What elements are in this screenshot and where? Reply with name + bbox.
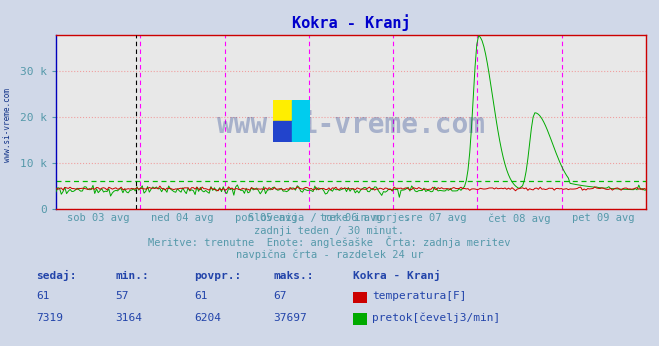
Text: Meritve: trenutne  Enote: anglešaške  Črta: zadnja meritev: Meritve: trenutne Enote: anglešaške Črta… bbox=[148, 236, 511, 248]
Text: Slovenija / reke in morje.: Slovenija / reke in morje. bbox=[248, 213, 411, 224]
Bar bbox=[291, 100, 310, 121]
Text: 6204: 6204 bbox=[194, 313, 221, 323]
Bar bbox=[291, 121, 310, 142]
Text: 7319: 7319 bbox=[36, 313, 63, 323]
Text: 57: 57 bbox=[115, 291, 129, 301]
Title: Kokra - Kranj: Kokra - Kranj bbox=[291, 14, 411, 31]
Text: temperatura[F]: temperatura[F] bbox=[372, 291, 467, 301]
Text: navpična črta - razdelek 24 ur: navpična črta - razdelek 24 ur bbox=[236, 249, 423, 260]
Text: povpr.:: povpr.: bbox=[194, 271, 242, 281]
Text: 61: 61 bbox=[36, 291, 49, 301]
Text: min.:: min.: bbox=[115, 271, 149, 281]
Bar bbox=[273, 100, 291, 121]
Text: www.si-vreme.com: www.si-vreme.com bbox=[3, 88, 13, 162]
Text: 61: 61 bbox=[194, 291, 208, 301]
Bar bbox=[273, 121, 291, 142]
Text: 3164: 3164 bbox=[115, 313, 142, 323]
Text: zadnji teden / 30 minut.: zadnji teden / 30 minut. bbox=[254, 226, 405, 236]
Text: www.si-vreme.com: www.si-vreme.com bbox=[217, 111, 485, 139]
Text: 67: 67 bbox=[273, 291, 287, 301]
Text: 37697: 37697 bbox=[273, 313, 307, 323]
Text: pretok[čevelj3/min]: pretok[čevelj3/min] bbox=[372, 312, 501, 323]
Text: Kokra - Kranj: Kokra - Kranj bbox=[353, 270, 440, 281]
Text: maks.:: maks.: bbox=[273, 271, 314, 281]
Text: sedaj:: sedaj: bbox=[36, 270, 76, 281]
